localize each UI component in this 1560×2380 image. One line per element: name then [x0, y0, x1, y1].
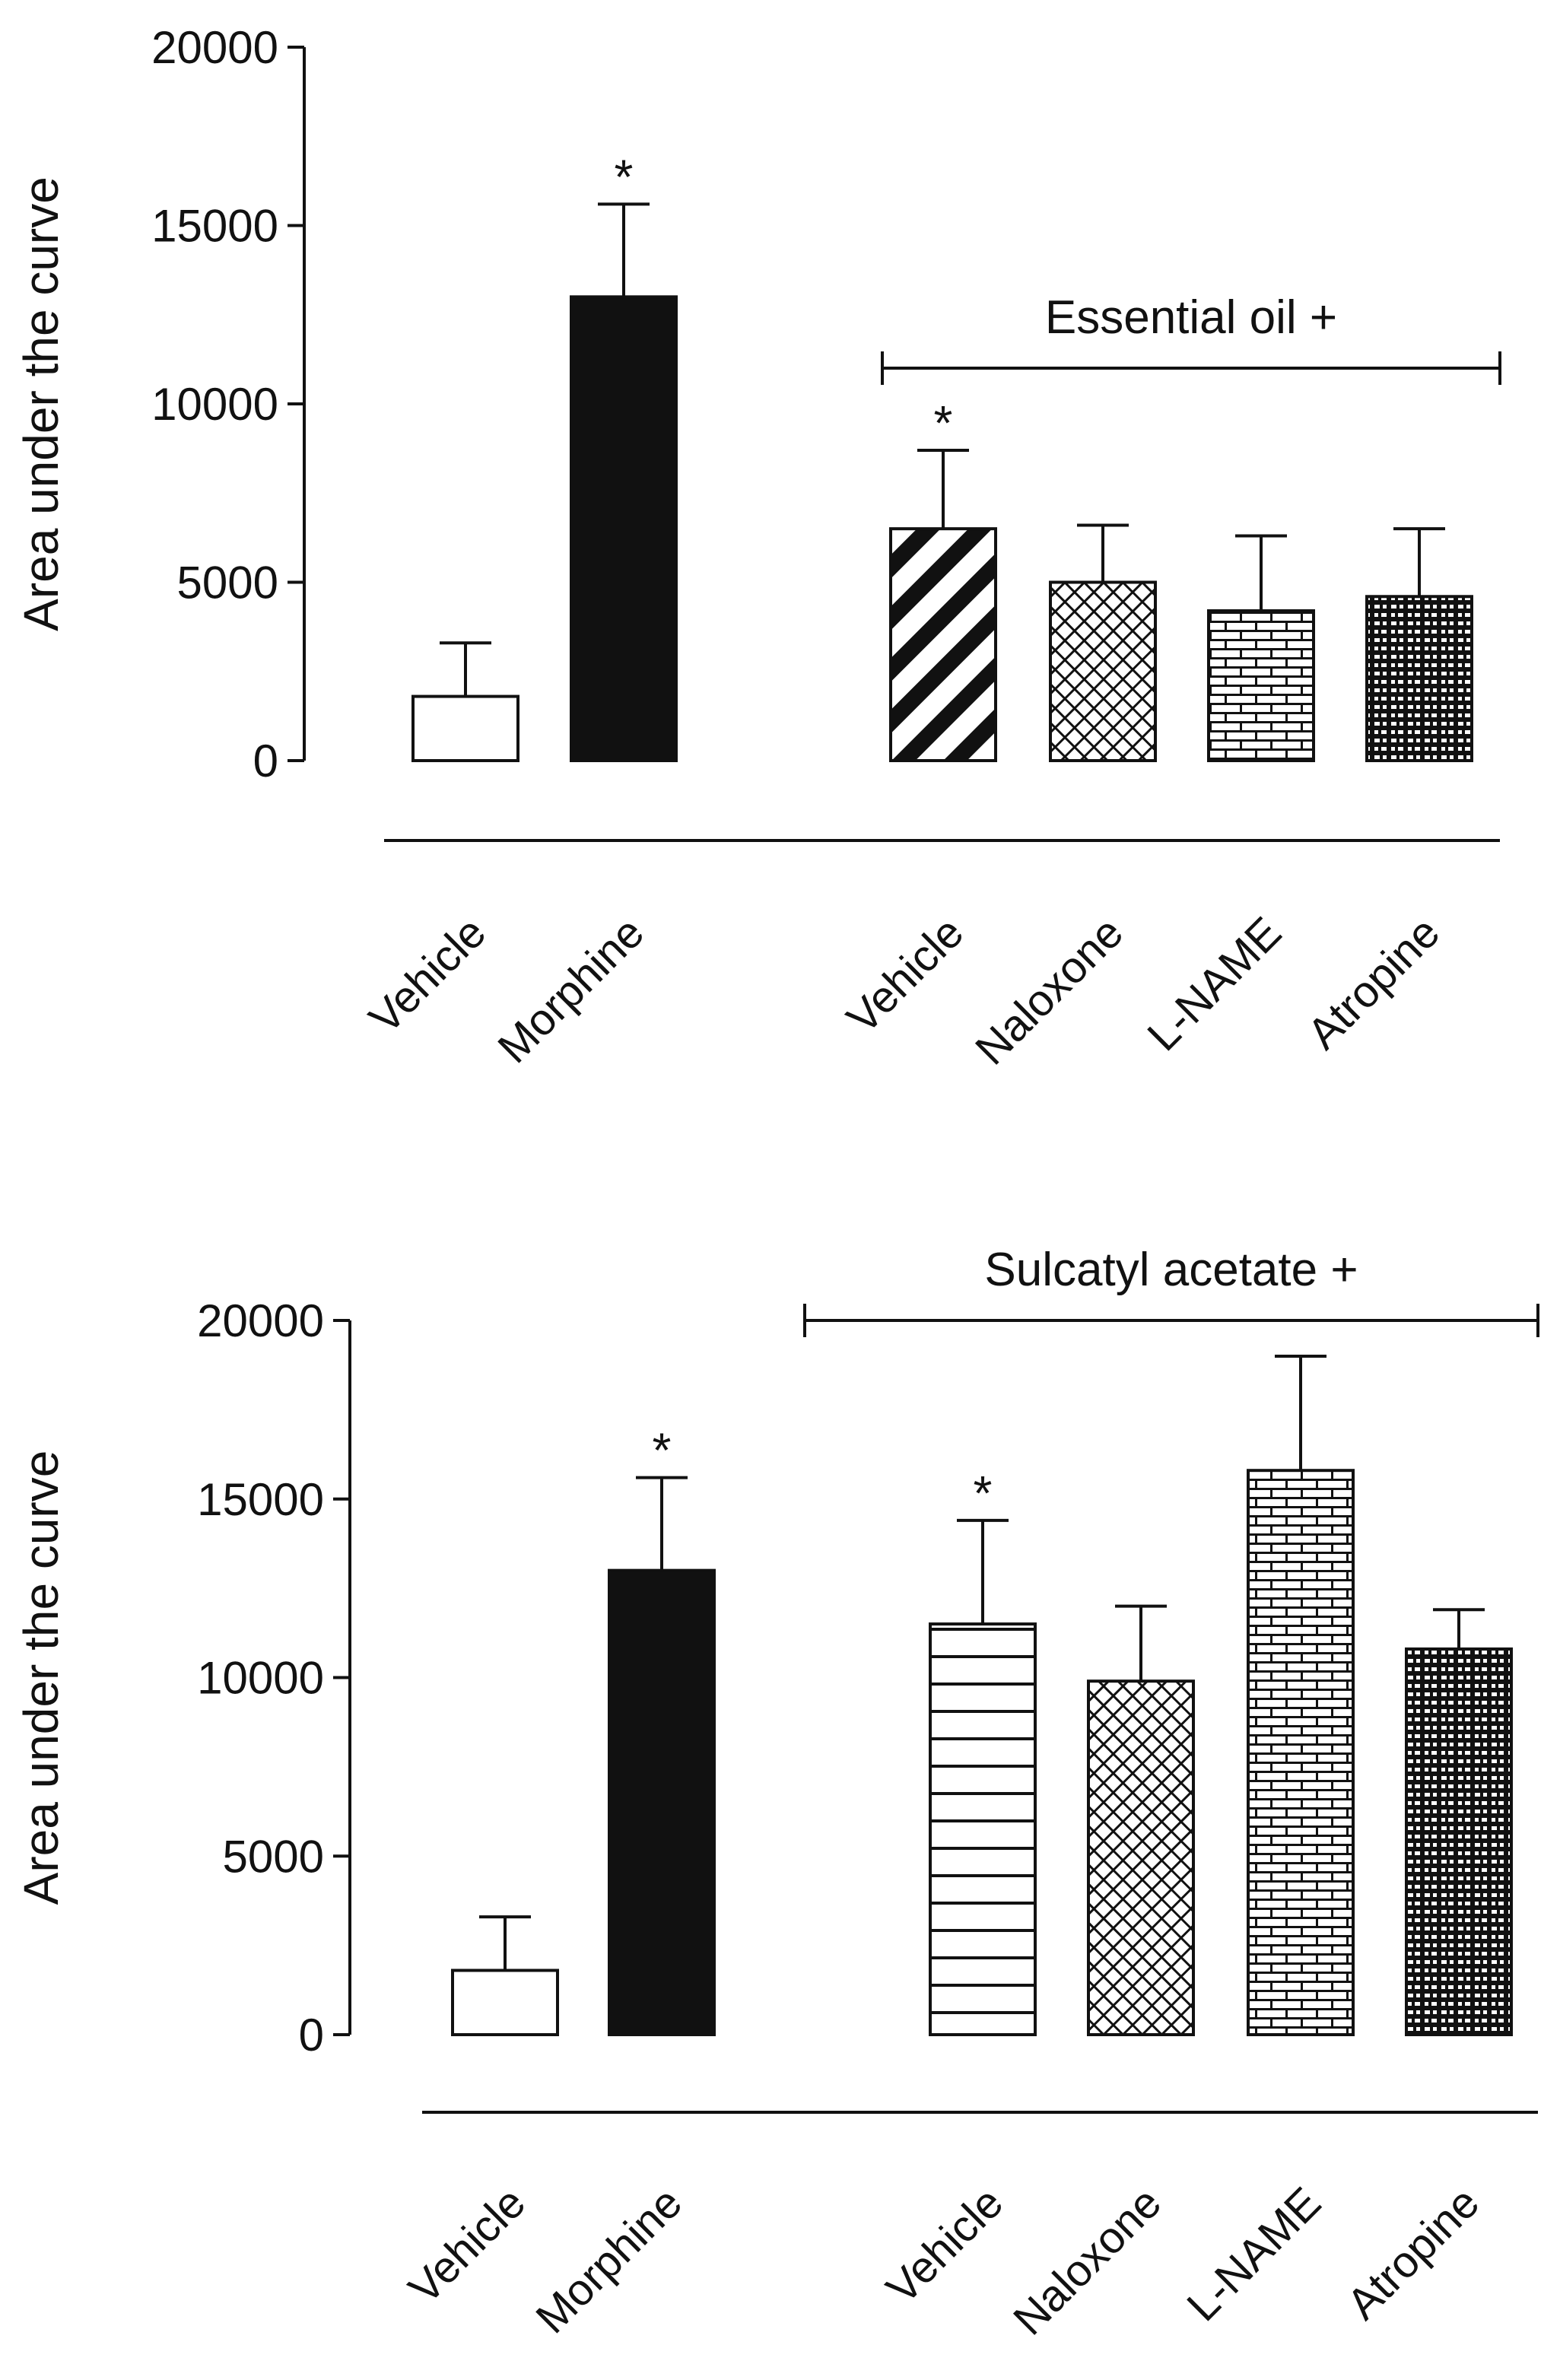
bar: [1049, 580, 1157, 762]
category-label: Naloxone: [1004, 2178, 1171, 2344]
category-label: L-NAME: [1138, 907, 1291, 1060]
bar: [929, 1622, 1037, 2036]
chart-panel-top: 0 5000 10000 15000 20000 Area under the curve…: [14, 22, 1501, 1074]
bar: [1247, 1469, 1355, 2036]
chart-panel-bottom: 0 5000 10000 15000 20000 Area under the curve…: [14, 1244, 1539, 2344]
group-label: Essential oil +: [1045, 291, 1337, 344]
y-tick-label: 0: [253, 736, 278, 786]
category-label: Vehicle: [399, 2178, 535, 2313]
y-tick-label: 20000: [151, 22, 278, 73]
bar: [1087, 1679, 1195, 2037]
y-axis-label: Area under the curve: [14, 176, 68, 631]
y-tick-label: 15000: [151, 201, 278, 252]
group-label: Sulcatyl acetate +: [984, 1244, 1358, 1296]
bar: [570, 295, 678, 762]
category-label: Morphine: [488, 907, 653, 1072]
y-tick-label: 0: [299, 2010, 324, 2061]
category-label: Vehicle: [837, 907, 973, 1043]
bar: [1207, 609, 1315, 763]
significance-marker: *: [653, 1423, 672, 1478]
significance-marker: *: [974, 1466, 993, 1520]
category-label: L-NAME: [1177, 2178, 1330, 2331]
y-tick-label: 5000: [177, 558, 278, 609]
bar: [1405, 1647, 1513, 2036]
y-tick-label: 20000: [197, 1295, 324, 1346]
y-tick-label: 10000: [197, 1653, 324, 1704]
bar: [608, 1568, 716, 2036]
category-label: Vehicle: [877, 2178, 1012, 2313]
bar: [411, 694, 519, 763]
y-tick-label: 15000: [197, 1474, 324, 1525]
bar: [889, 527, 997, 763]
y-tick-label: 10000: [151, 379, 278, 430]
bar: [1365, 595, 1473, 763]
significance-marker: *: [934, 396, 953, 450]
y-axis-label: Area under the curve: [14, 1451, 68, 1905]
bar: [451, 1969, 559, 2036]
category-label: Atropine: [1298, 907, 1449, 1059]
category-label: Vehicle: [360, 907, 495, 1043]
y-tick-label: 5000: [223, 1831, 324, 1882]
category-label: Atropine: [1337, 2178, 1489, 2329]
category-label: Naloxone: [966, 907, 1133, 1074]
category-label: Morphine: [526, 2178, 691, 2343]
significance-marker: *: [615, 149, 634, 204]
